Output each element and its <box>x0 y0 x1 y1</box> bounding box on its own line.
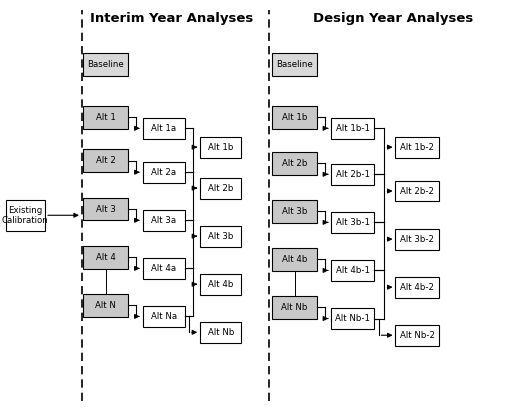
FancyBboxPatch shape <box>331 118 374 139</box>
Text: Existing
Calibration: Existing Calibration <box>2 206 49 225</box>
FancyBboxPatch shape <box>395 277 439 298</box>
Text: Alt 4a: Alt 4a <box>151 264 176 273</box>
Text: Baseline: Baseline <box>276 60 313 69</box>
FancyBboxPatch shape <box>6 200 45 231</box>
FancyBboxPatch shape <box>272 53 317 76</box>
Text: Alt 3b: Alt 3b <box>208 232 233 241</box>
Text: Alt 3b-1: Alt 3b-1 <box>336 218 370 227</box>
Text: Alt 3b-2: Alt 3b-2 <box>400 234 434 244</box>
FancyBboxPatch shape <box>395 229 439 250</box>
FancyBboxPatch shape <box>272 151 317 175</box>
FancyBboxPatch shape <box>143 118 185 139</box>
Text: Alt Na: Alt Na <box>150 312 177 321</box>
Text: Alt 1b: Alt 1b <box>282 112 307 122</box>
FancyBboxPatch shape <box>331 212 374 233</box>
FancyBboxPatch shape <box>395 137 439 158</box>
Text: Alt 1b-1: Alt 1b-1 <box>336 124 370 133</box>
FancyBboxPatch shape <box>200 274 241 295</box>
FancyBboxPatch shape <box>272 200 317 222</box>
FancyBboxPatch shape <box>331 260 374 281</box>
FancyBboxPatch shape <box>83 198 128 221</box>
FancyBboxPatch shape <box>83 149 128 172</box>
Text: Interim Year Analyses: Interim Year Analyses <box>90 12 253 25</box>
Text: Alt 2a: Alt 2a <box>151 168 176 177</box>
FancyBboxPatch shape <box>83 53 128 76</box>
Text: Alt 2b: Alt 2b <box>208 184 233 193</box>
FancyBboxPatch shape <box>395 181 439 201</box>
FancyBboxPatch shape <box>200 226 241 247</box>
Text: Alt Nb-2: Alt Nb-2 <box>400 331 435 340</box>
Text: Alt 1b: Alt 1b <box>208 143 233 152</box>
Text: Alt 4b-2: Alt 4b-2 <box>400 283 434 292</box>
FancyBboxPatch shape <box>200 322 241 343</box>
FancyBboxPatch shape <box>331 164 374 185</box>
Text: Alt 3b: Alt 3b <box>282 206 307 216</box>
Text: Alt 3: Alt 3 <box>96 204 116 214</box>
Text: Alt N: Alt N <box>95 301 116 310</box>
Text: Baseline: Baseline <box>87 60 124 69</box>
FancyBboxPatch shape <box>83 293 128 317</box>
FancyBboxPatch shape <box>143 306 185 327</box>
Text: Alt 2b-1: Alt 2b-1 <box>336 170 370 179</box>
FancyBboxPatch shape <box>272 247 317 271</box>
FancyBboxPatch shape <box>143 162 185 183</box>
FancyBboxPatch shape <box>83 105 128 129</box>
Text: Alt 4b-1: Alt 4b-1 <box>336 266 370 275</box>
FancyBboxPatch shape <box>272 105 317 129</box>
Text: Design Year Analyses: Design Year Analyses <box>313 12 474 25</box>
Text: Alt 4b: Alt 4b <box>282 255 307 264</box>
Text: Alt 2: Alt 2 <box>96 156 116 166</box>
FancyBboxPatch shape <box>143 210 185 231</box>
FancyBboxPatch shape <box>395 325 439 346</box>
FancyBboxPatch shape <box>331 308 374 329</box>
Text: Alt 1a: Alt 1a <box>151 124 176 133</box>
FancyBboxPatch shape <box>143 258 185 279</box>
Text: Alt 2b: Alt 2b <box>282 158 307 168</box>
FancyBboxPatch shape <box>200 137 241 158</box>
FancyBboxPatch shape <box>200 178 241 199</box>
Text: Alt 1b-2: Alt 1b-2 <box>400 143 434 152</box>
Text: Alt Nb: Alt Nb <box>281 303 308 312</box>
FancyBboxPatch shape <box>83 246 128 269</box>
Text: Alt 3a: Alt 3a <box>151 216 176 225</box>
Text: Alt Nb-1: Alt Nb-1 <box>335 314 370 323</box>
Text: Alt 4: Alt 4 <box>96 252 116 262</box>
Text: Alt 2b-2: Alt 2b-2 <box>400 186 434 196</box>
Text: Alt 1: Alt 1 <box>96 112 116 122</box>
Text: Alt 4b: Alt 4b <box>208 280 233 289</box>
Text: Alt Nb: Alt Nb <box>208 328 234 337</box>
FancyBboxPatch shape <box>272 296 317 319</box>
